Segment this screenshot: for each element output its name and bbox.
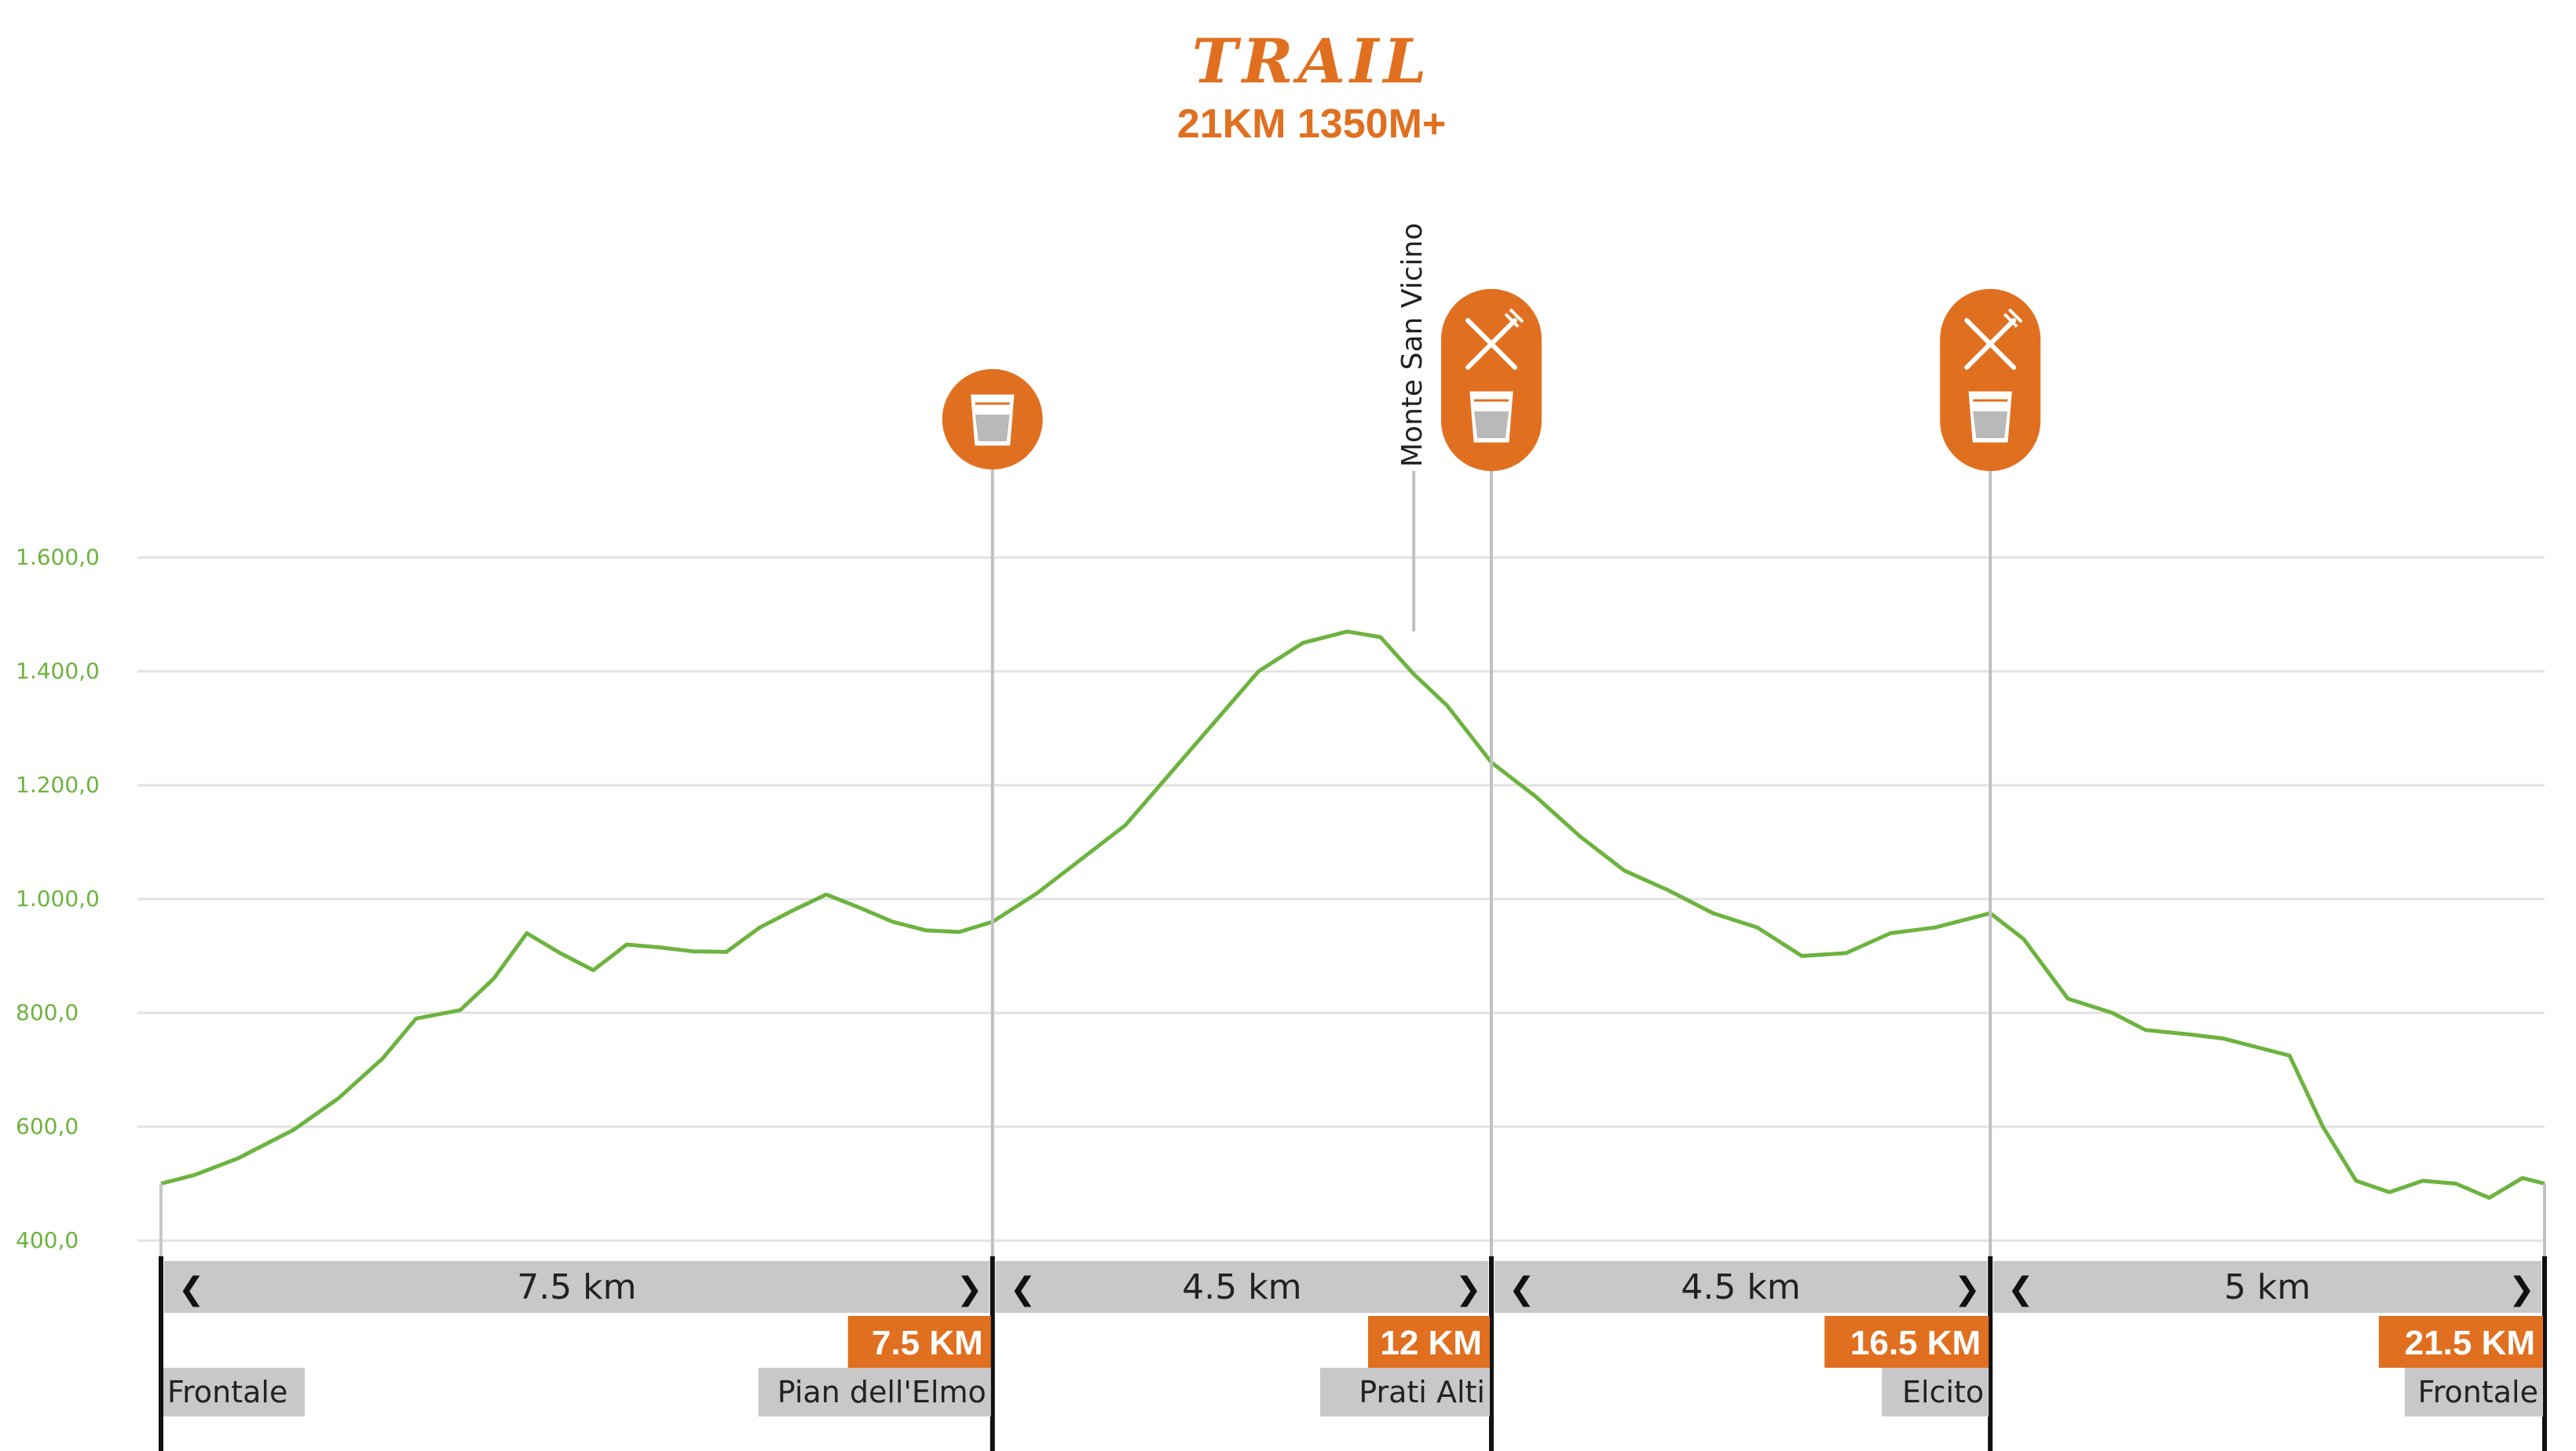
station-place-label: Frontale — [2418, 1375, 2538, 1409]
segment-bar — [1993, 1261, 2541, 1313]
station-km-badge — [1367, 1316, 1490, 1368]
aid-badge-bg — [1440, 289, 1542, 471]
y-tick-label: 800,0 — [16, 1000, 79, 1025]
station-place-label: Pian dell'Elmo — [778, 1375, 986, 1409]
glass-water — [1973, 411, 2008, 438]
segment-left-chevron: ❮ — [1509, 1271, 1535, 1307]
y-tick-label: 1.600,0 — [16, 544, 100, 570]
chart-title: TRAIL — [1192, 26, 1432, 97]
aid-station-markers: Monte San Vicino — [159, 223, 2546, 1451]
station-place-box — [1882, 1368, 1989, 1416]
station-km-label: 16.5 KM — [1850, 1324, 1981, 1362]
segment-bar — [1494, 1261, 1988, 1313]
elevation-line — [160, 629, 2545, 1201]
aid-badge-bg — [1940, 289, 2041, 471]
station-labels: 7.5 KM Pian dell'Elmo 12 KM Prati Alti 16.5 … — [163, 1316, 2543, 1416]
segment-right-chevron: ❯ — [1954, 1271, 1981, 1307]
station-km-label: 7.5 KM — [872, 1324, 983, 1362]
segment-distance-label: 5 km — [2224, 1267, 2311, 1307]
segment-distance-label: 4.5 km — [1182, 1267, 1301, 1307]
y-tick-label: 600,0 — [16, 1113, 79, 1139]
start-place-box — [163, 1368, 305, 1416]
peak-label: Monte San Vicino — [1396, 223, 1429, 467]
fork-icon — [1465, 318, 1517, 370]
start-place-label: Frontale — [167, 1375, 287, 1409]
glass-water — [975, 415, 1010, 441]
segment-distance-label: 4.5 km — [1681, 1267, 1800, 1307]
glass-water — [1473, 411, 1509, 438]
station-place-box — [758, 1368, 991, 1416]
segment-right-chevron: ❯ — [1455, 1271, 1482, 1307]
segment-bars: ❮ 7.5 km ❯ ❮ 4.5 km ❯ ❮ 4.5 km ❯ ❮ 5 km ❯ — [159, 1256, 2547, 1451]
station-place-label: Elcito — [1902, 1375, 1984, 1409]
segment-right-chevron: ❯ — [957, 1271, 983, 1307]
elevation-series — [160, 629, 2545, 1201]
station-km-badge — [2379, 1316, 2543, 1368]
fork-tines — [1504, 308, 1524, 328]
y-axis: 1.600,0 1.400,0 1.200,0 1.000,0 800,0 600,0 40… — [16, 544, 100, 1253]
segment-bar — [164, 1261, 990, 1313]
aid-station-badge — [942, 369, 1043, 470]
fork-tines — [2003, 308, 2023, 328]
station-km-label: 12 KM — [1380, 1324, 1482, 1362]
chart-subtitle: 21KM 1350M+ — [1177, 101, 1447, 147]
segment-left-chevron: ❮ — [1010, 1271, 1037, 1307]
y-tick-label: 1.200,0 — [16, 772, 100, 798]
aid-station-badge — [1440, 289, 1542, 471]
segment-bar — [995, 1261, 1488, 1313]
station-place-box — [1319, 1368, 1490, 1416]
segment-right-chevron: ❯ — [2508, 1271, 2535, 1307]
segment-left-chevron: ❮ — [178, 1271, 205, 1307]
fork-icon — [1964, 318, 2017, 370]
station-place-box — [2405, 1368, 2543, 1416]
station-km-badge — [1824, 1316, 1989, 1368]
y-tick-label: 1.000,0 — [16, 886, 100, 912]
station-km-label: 21.5 KM — [2405, 1324, 2535, 1362]
station-place-label: Prati Alti — [1359, 1375, 1485, 1409]
gridlines — [137, 556, 2545, 1242]
station-km-badge — [847, 1316, 991, 1368]
aid-station-badge — [1940, 289, 2041, 471]
segment-distance-label: 7.5 km — [517, 1267, 636, 1307]
y-tick-label: 400,0 — [16, 1227, 79, 1253]
segment-left-chevron: ❮ — [2007, 1271, 2034, 1307]
y-tick-label: 1.400,0 — [16, 658, 100, 684]
